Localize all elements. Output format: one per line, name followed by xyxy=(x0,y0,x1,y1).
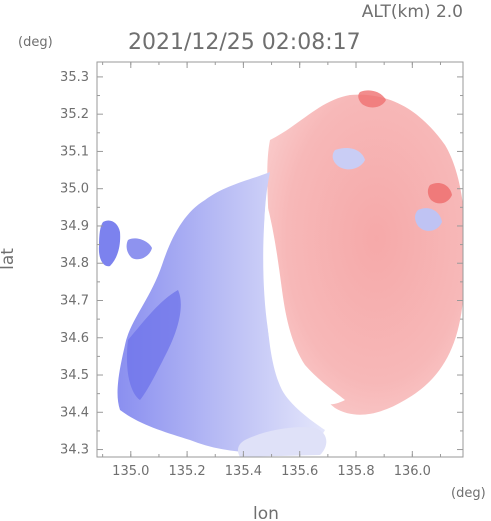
axis-ticks: 135.0 135.2 135.4 135.6 135.8 136.0 34.3 34.4 34… xyxy=(60,62,463,479)
near-zero-band xyxy=(263,200,345,405)
y-tick-label: 34.3 xyxy=(60,443,89,458)
approaching-echo-region xyxy=(117,172,326,453)
y-unit-label: (deg) xyxy=(18,35,53,50)
x-unit-label: (deg) xyxy=(451,486,486,501)
strong-receding-cells xyxy=(358,90,386,108)
receding-echo-region xyxy=(267,94,463,415)
x-tick-label: 135.2 xyxy=(168,464,205,479)
x-tick-label: 135.0 xyxy=(112,464,149,479)
timestamp-title: 2021/12/25 02:08:17 xyxy=(128,30,361,55)
y-tick-label: 34.9 xyxy=(60,219,89,234)
radar-echo-field xyxy=(98,90,463,457)
y-axis-label: lat xyxy=(0,248,18,270)
southern-echo-lobe xyxy=(237,427,327,457)
western-echo-fragment xyxy=(126,238,152,260)
x-tick-label: 136.0 xyxy=(394,464,431,479)
y-tick-label: 34.4 xyxy=(60,405,89,420)
x-axis-label: lon xyxy=(253,504,279,521)
strong-approaching-streaks xyxy=(126,290,181,400)
x-tick-label: 135.8 xyxy=(337,464,374,479)
y-tick-label: 34.5 xyxy=(60,368,89,383)
approaching-patches-east xyxy=(415,208,442,231)
y-tick-label: 34.7 xyxy=(60,293,89,308)
y-tick-label: 34.8 xyxy=(60,256,89,271)
y-tick-label: 35.3 xyxy=(60,70,89,85)
approaching-patches-northeast xyxy=(332,148,365,170)
y-tick-label: 35.2 xyxy=(60,107,89,122)
plot-frame xyxy=(96,61,464,458)
strong-receding-cells-east xyxy=(427,183,452,204)
y-tick-label: 35.0 xyxy=(60,182,89,197)
x-tick-label: 135.4 xyxy=(225,464,262,479)
y-tick-label: 35.1 xyxy=(60,144,89,159)
y-tick-label: 34.6 xyxy=(60,331,89,346)
western-echo-cluster xyxy=(98,220,121,267)
altitude-label: ALT(km) 2.0 xyxy=(362,2,463,22)
x-tick-label: 135.6 xyxy=(281,464,318,479)
